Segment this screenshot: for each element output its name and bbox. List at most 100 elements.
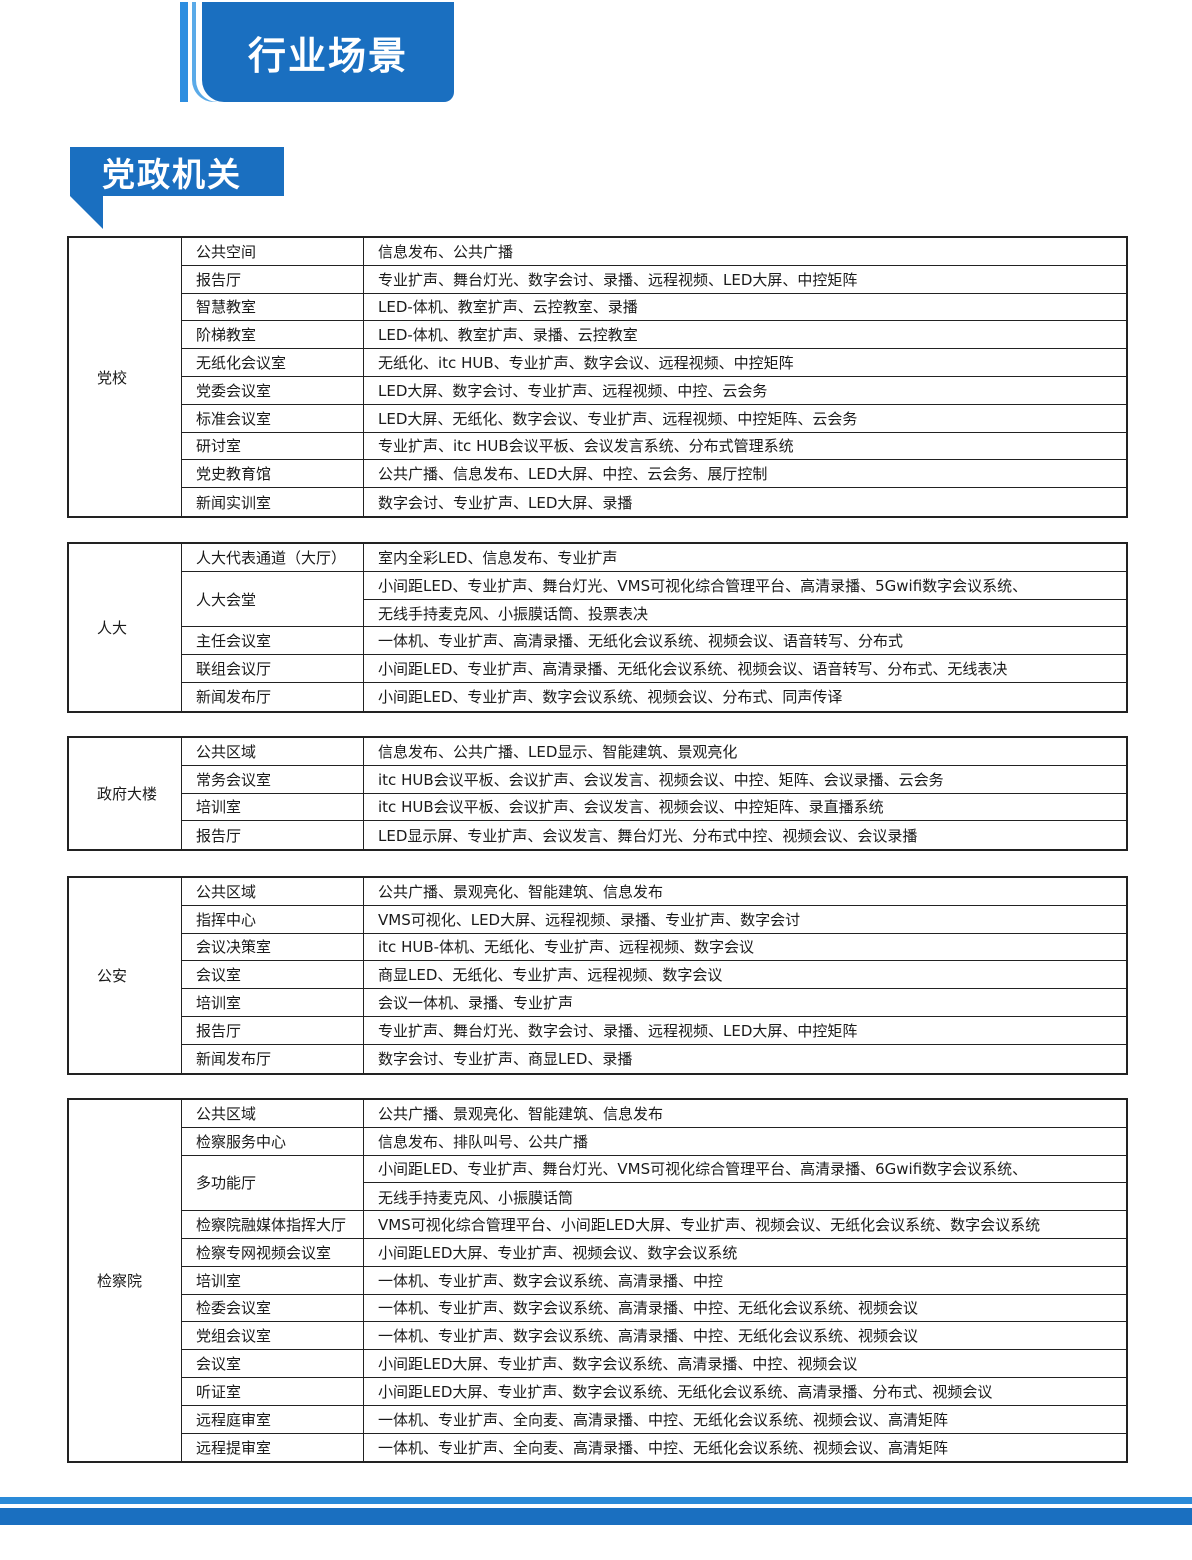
room-cell: 培训室 [182,1266,364,1294]
table-row: 主任会议室 一体机、专业扩声、高清录播、无纸化会议系统、视频会议、语音转写、分布式 [182,627,1126,656]
room-cell: 标准会议室 [182,404,364,432]
room-cell: 新闻发布厅 [182,682,364,711]
table-row: 公共区域 公共广播、景观亮化、智能建筑、信息发布 [182,878,1126,906]
room-cell: 报告厅 [182,821,364,850]
room-cell: 主任会议室 [182,627,364,655]
room-cell: 报告厅 [182,265,364,293]
room-cell: 研讨室 [182,432,364,460]
table-row: 联组会议厅 小间距LED、专业扩声、高清录播、无纸化会议系统、视频会议、语音转写、… [182,655,1126,683]
desc-cell: 小间距LED、专业扩声、高清录播、无纸化会议系统、视频会议、语音转写、分布式、无… [378,660,1008,679]
table-rows: 人大代表通道（大厅） 室内全彩LED、信息发布、专业扩声 人大会堂 小间距LED、专业… [182,544,1126,711]
table-row: 报告厅 LED显示屏、专业扩声、会议发言、舞台灯光、分布式中控、视频会议、会议录播 [182,821,1126,850]
header-accent-bar [180,2,188,102]
desc-cell: LED大屏、数字会讨、专业扩声、远程视频、中控、云会务 [378,381,768,400]
scenario-table: 检察院 公共区域 公共广播、景观亮化、智能建筑、信息发布 检察服务中心 信息发布、排队叫… [67,1098,1128,1464]
room-cell: 党组会议室 [182,1322,364,1350]
room-cell: 培训室 [182,989,364,1016]
desc-cell: 小间距LED、专业扩声、数字会议系统、视频会议、分布式、同声传译 [378,688,843,707]
desc-cell: 小间距LED大屏、专业扩声、视频会议、数字会议系统 [378,1243,738,1262]
desc-cell: 公共广播、景观亮化、智能建筑、信息发布 [378,1104,664,1123]
category-cell: 政府大楼 [69,738,182,850]
room-cell: 远程提审室 [182,1433,364,1462]
table-row: 无纸化会议室 无纸化、itc HUB、专业扩声、数字会议、远程视频、中控矩阵 [182,349,1126,377]
table-row: 多功能厅 小间距LED、专业扩声、舞台灯光、VMS可视化综合管理平台、高清录播、6… [182,1155,1126,1212]
desc-cell: 会议一体机、录播、专业扩声 [378,994,574,1013]
room-cell: 公共区域 [182,878,364,905]
room-cell: 新闻实训室 [182,488,364,516]
table-row: 会议决策室 itc HUB-体机、无纸化、专业扩声、远程视频、数字会议 [182,933,1126,962]
category-cell: 公安 [69,878,182,1073]
table-row: 培训室 会议一体机、录播、专业扩声 [182,989,1126,1017]
desc-cell: 室内全彩LED、信息发布、专业扩声 [378,548,618,567]
room-cell: 会议决策室 [182,933,364,961]
table-row: 智慧教室 LED-体机、教室扩声、云控教室、录播 [182,293,1126,322]
room-cell: 多功能厅 [182,1155,364,1211]
table-row: 报告厅 专业扩声、舞台灯光、数字会讨、录播、远程视频、LED大屏、中控矩阵 [182,1016,1126,1045]
section-label-text: 党政机关 [102,154,242,194]
desc-cell: itc HUB会议平板、会议扩声、会议发言、视频会议、中控矩阵、录直播系统 [378,798,884,817]
desc-line-1: 小间距LED、专业扩声、舞台灯光、VMS可视化综合管理平台、高清录播、6Gwif… [364,1156,1126,1184]
table-row: 检察院融媒体指挥大厅 VMS可视化综合管理平台、小间距LED大屏、专业扩声、视频会… [182,1211,1126,1239]
desc-cell: 信息发布、公共广播 [378,242,514,261]
table-row: 新闻发布厅 小间距LED、专业扩声、数字会议系统、视频会议、分布式、同声传译 [182,682,1126,711]
scenario-table: 党校 公共空间 信息发布、公共广播 报告厅 专业扩声、舞台灯光、数字会讨、录播、远程视频… [67,236,1128,518]
desc-cell: 信息发布、排队叫号、公共广播 [378,1132,589,1151]
room-cell: 无纸化会议室 [182,349,364,376]
table-row: 常务会议室 itc HUB会议平板、会议扩声、会议发言、视频会议、中控、矩阵、会议… [182,765,1126,794]
table-row: 人大代表通道（大厅） 室内全彩LED、信息发布、专业扩声 [182,544,1126,572]
table-row: 会议室 商显LED、无纸化、专业扩声、远程视频、数字会议 [182,961,1126,990]
table-row: 公共区域 信息发布、公共广播、LED显示、智能建筑、景观亮化 [182,738,1126,766]
room-cell: 联组会议厅 [182,655,364,682]
desc-line-2: 无线手持麦克风、小振膜话筒 [378,1188,574,1207]
room-cell: 培训室 [182,793,364,821]
room-cell: 会议室 [182,961,364,989]
room-cell: 会议室 [182,1350,364,1377]
desc-cell: 数字会讨、专业扩声、商显LED、录播 [378,1050,633,1069]
room-cell: 检察服务中心 [182,1127,364,1155]
room-cell: 新闻发布厅 [182,1044,364,1073]
room-cell: 远程庭审室 [182,1405,364,1433]
table-row: 党史教育馆 公共广播、信息发布、LED大屏、中控、云会务、展厅控制 [182,460,1126,489]
table-row: 公共区域 公共广播、景观亮化、智能建筑、信息发布 [182,1100,1126,1128]
desc-cell: LED显示屏、专业扩声、会议发言、舞台灯光、分布式中控、视频会议、会议录播 [378,826,918,845]
room-cell: 检委会议室 [182,1294,364,1322]
category-cell: 党校 [69,238,182,516]
desc-cell: 小间距LED、专业扩声、舞台灯光、VMS可视化综合管理平台、高清录播、5Gwif… [364,572,1126,627]
room-cell: 指挥中心 [182,905,364,933]
table-row: 公共空间 信息发布、公共广播 [182,238,1126,266]
room-cell: 听证室 [182,1377,364,1405]
desc-cell: 一体机、专业扩声、高清录播、无纸化会议系统、视频会议、语音转写、分布式 [378,632,904,651]
table-rows: 公共空间 信息发布、公共广播 报告厅 专业扩声、舞台灯光、数字会讨、录播、远程视频、L… [182,238,1126,516]
table-row: 指挥中心 VMS可视化、LED大屏、远程视频、录播、专业扩声、数字会讨 [182,905,1126,934]
table-row: 培训室 一体机、专业扩声、数字会议系统、高清录播、中控 [182,1266,1126,1295]
table-rows: 公共区域 信息发布、公共广播、LED显示、智能建筑、景观亮化 常务会议室 itc HU… [182,738,1126,850]
room-cell: 人大会堂 [182,571,364,627]
desc-cell: 一体机、专业扩声、数字会议系统、高清录播、中控 [378,1271,724,1290]
scenario-table: 政府大楼 公共区域 信息发布、公共广播、LED显示、智能建筑、景观亮化 常务会议室 it… [67,736,1128,852]
table-row: 标准会议室 LED大屏、无纸化、数字会议、专业扩声、远程视频、中控矩阵、云会务 [182,404,1126,433]
desc-cell: VMS可视化综合管理平台、小间距LED大屏、专业扩声、视频会议、无纸化会议系统、… [378,1216,1041,1235]
table-row: 新闻实训室 数字会讨、专业扩声、LED大屏、录播 [182,488,1126,516]
section-label-tail [70,196,103,229]
page-title: 行业场景 [247,33,408,78]
desc-cell: 一体机、专业扩声、数字会议系统、高清录播、中控、无纸化会议系统、视频会议 [378,1327,919,1346]
room-cell: 检察专网视频会议室 [182,1238,364,1266]
desc-cell: 公共广播、信息发布、LED大屏、中控、云会务、展厅控制 [378,465,768,484]
table-row: 党委会议室 LED大屏、数字会讨、专业扩声、远程视频、中控、云会务 [182,376,1126,405]
table-row: 报告厅 专业扩声、舞台灯光、数字会讨、录播、远程视频、LED大屏、中控矩阵 [182,265,1126,294]
table-row: 培训室 itc HUB会议平板、会议扩声、会议发言、视频会议、中控矩阵、录直播系统 [182,793,1126,822]
room-cell: 公共空间 [182,238,364,265]
table-row: 研讨室 专业扩声、itc HUB会议平板、会议发言系统、分布式管理系统 [182,432,1126,461]
table-row: 远程提审室 一体机、专业扩声、全向麦、高清录播、中控、无纸化会议系统、视频会议、高… [182,1433,1126,1462]
desc-cell: itc HUB-体机、无纸化、专业扩声、远程视频、数字会议 [378,938,755,957]
table-row: 远程庭审室 一体机、专业扩声、全向麦、高清录播、中控、无纸化会议系统、视频会议、高… [182,1405,1126,1434]
table-row: 听证室 小间距LED大屏、专业扩声、数字会议系统、无纸化会议系统、高清录播、分布式… [182,1377,1126,1406]
desc-cell: 小间距LED大屏、专业扩声、数字会议系统、无纸化会议系统、高清录播、分布式、视频… [378,1382,993,1401]
room-cell: 智慧教室 [182,293,364,321]
room-cell: 阶梯教室 [182,321,364,349]
desc-cell: 一体机、专业扩声、全向麦、高清录播、中控、无纸化会议系统、视频会议、高清矩阵 [378,1410,949,1429]
desc-cell: VMS可视化、LED大屏、远程视频、录播、专业扩声、数字会讨 [378,910,801,929]
table-row: 检察专网视频会议室 小间距LED大屏、专业扩声、视频会议、数字会议系统 [182,1238,1126,1267]
desc-cell: LED大屏、无纸化、数字会议、专业扩声、远程视频、中控矩阵、云会务 [378,409,858,428]
desc-cell: 无纸化、itc HUB、专业扩声、数字会议、远程视频、中控矩阵 [378,354,794,373]
